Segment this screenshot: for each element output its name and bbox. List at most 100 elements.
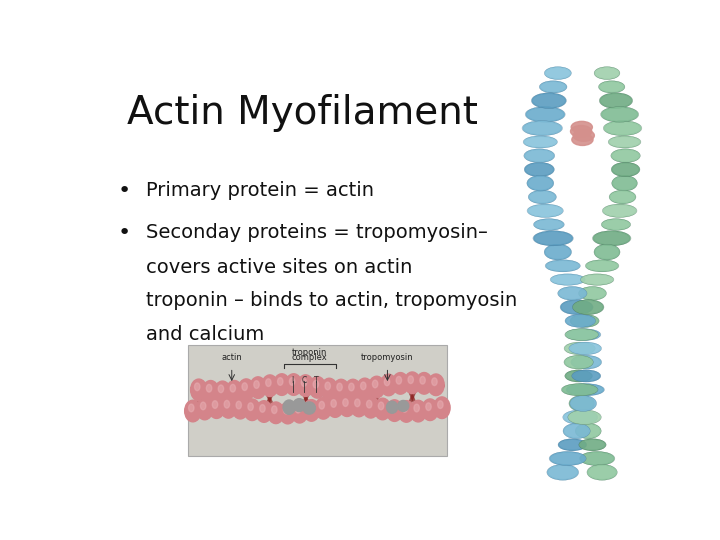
Ellipse shape (402, 404, 408, 412)
Ellipse shape (260, 404, 265, 412)
Ellipse shape (390, 404, 396, 411)
Ellipse shape (528, 176, 553, 191)
Ellipse shape (301, 379, 307, 387)
Ellipse shape (580, 439, 606, 450)
Ellipse shape (387, 400, 402, 421)
Ellipse shape (289, 377, 294, 386)
Ellipse shape (369, 376, 385, 398)
Ellipse shape (220, 396, 237, 418)
Ellipse shape (564, 356, 593, 368)
Ellipse shape (212, 401, 217, 408)
Ellipse shape (567, 384, 603, 395)
Ellipse shape (363, 396, 379, 418)
Ellipse shape (244, 399, 261, 421)
Ellipse shape (433, 397, 450, 418)
Ellipse shape (218, 385, 224, 393)
Ellipse shape (428, 374, 444, 396)
Ellipse shape (426, 403, 431, 410)
Ellipse shape (604, 121, 641, 135)
Ellipse shape (297, 375, 314, 396)
Ellipse shape (313, 380, 318, 388)
Ellipse shape (191, 379, 207, 401)
Ellipse shape (238, 379, 254, 401)
Ellipse shape (248, 403, 253, 410)
Ellipse shape (416, 373, 432, 394)
Ellipse shape (588, 465, 616, 480)
Ellipse shape (599, 82, 624, 92)
Ellipse shape (534, 231, 572, 245)
Ellipse shape (189, 404, 194, 412)
Ellipse shape (339, 395, 355, 416)
Ellipse shape (351, 395, 367, 417)
Ellipse shape (612, 163, 639, 176)
Ellipse shape (372, 380, 378, 388)
Text: T: T (314, 376, 318, 386)
Ellipse shape (534, 219, 564, 230)
Ellipse shape (331, 400, 336, 407)
Ellipse shape (292, 401, 307, 423)
Ellipse shape (333, 379, 349, 401)
Ellipse shape (565, 370, 592, 381)
Ellipse shape (580, 287, 606, 300)
Ellipse shape (581, 274, 613, 285)
Ellipse shape (601, 107, 638, 122)
Ellipse shape (523, 121, 562, 135)
Ellipse shape (572, 356, 601, 368)
Ellipse shape (602, 219, 630, 230)
Ellipse shape (526, 107, 564, 122)
Ellipse shape (532, 93, 566, 108)
Ellipse shape (570, 396, 594, 411)
Text: troponin – binds to actin, tropomyosin: troponin – binds to actin, tropomyosin (145, 292, 517, 310)
Ellipse shape (550, 452, 585, 465)
Ellipse shape (569, 410, 600, 424)
Ellipse shape (525, 150, 554, 162)
Ellipse shape (546, 260, 580, 272)
Ellipse shape (613, 176, 636, 191)
Ellipse shape (570, 125, 592, 137)
Ellipse shape (355, 399, 360, 407)
Ellipse shape (271, 406, 277, 414)
Ellipse shape (566, 329, 598, 340)
Text: C: C (302, 376, 307, 386)
Ellipse shape (303, 400, 320, 421)
Ellipse shape (573, 130, 594, 141)
Ellipse shape (603, 205, 636, 217)
FancyBboxPatch shape (188, 346, 447, 456)
Ellipse shape (528, 205, 562, 217)
Ellipse shape (565, 342, 595, 354)
Ellipse shape (366, 400, 372, 408)
Ellipse shape (215, 381, 230, 403)
Ellipse shape (202, 381, 219, 402)
Ellipse shape (567, 329, 600, 340)
Text: complex: complex (292, 353, 328, 362)
Ellipse shape (266, 379, 271, 387)
Ellipse shape (348, 383, 354, 391)
Ellipse shape (325, 382, 330, 390)
Ellipse shape (200, 402, 206, 410)
Ellipse shape (540, 82, 567, 92)
Ellipse shape (432, 378, 437, 386)
Ellipse shape (262, 375, 278, 396)
Ellipse shape (378, 402, 384, 410)
Ellipse shape (571, 315, 598, 327)
Ellipse shape (551, 274, 585, 285)
Ellipse shape (279, 402, 296, 424)
Ellipse shape (611, 150, 639, 162)
Ellipse shape (327, 396, 343, 417)
Ellipse shape (404, 372, 420, 394)
Ellipse shape (194, 383, 200, 390)
Text: I: I (292, 376, 294, 386)
Ellipse shape (236, 401, 241, 409)
Ellipse shape (593, 231, 630, 245)
Ellipse shape (586, 260, 618, 272)
Ellipse shape (286, 374, 302, 395)
Text: Seconday proteins = tropomyosin–: Seconday proteins = tropomyosin– (145, 223, 487, 242)
Ellipse shape (315, 397, 331, 419)
Text: troponin: troponin (292, 348, 328, 357)
Ellipse shape (595, 245, 619, 259)
Ellipse shape (396, 376, 402, 384)
Ellipse shape (525, 163, 554, 176)
Ellipse shape (595, 67, 619, 79)
Ellipse shape (545, 245, 571, 259)
Ellipse shape (256, 401, 272, 422)
